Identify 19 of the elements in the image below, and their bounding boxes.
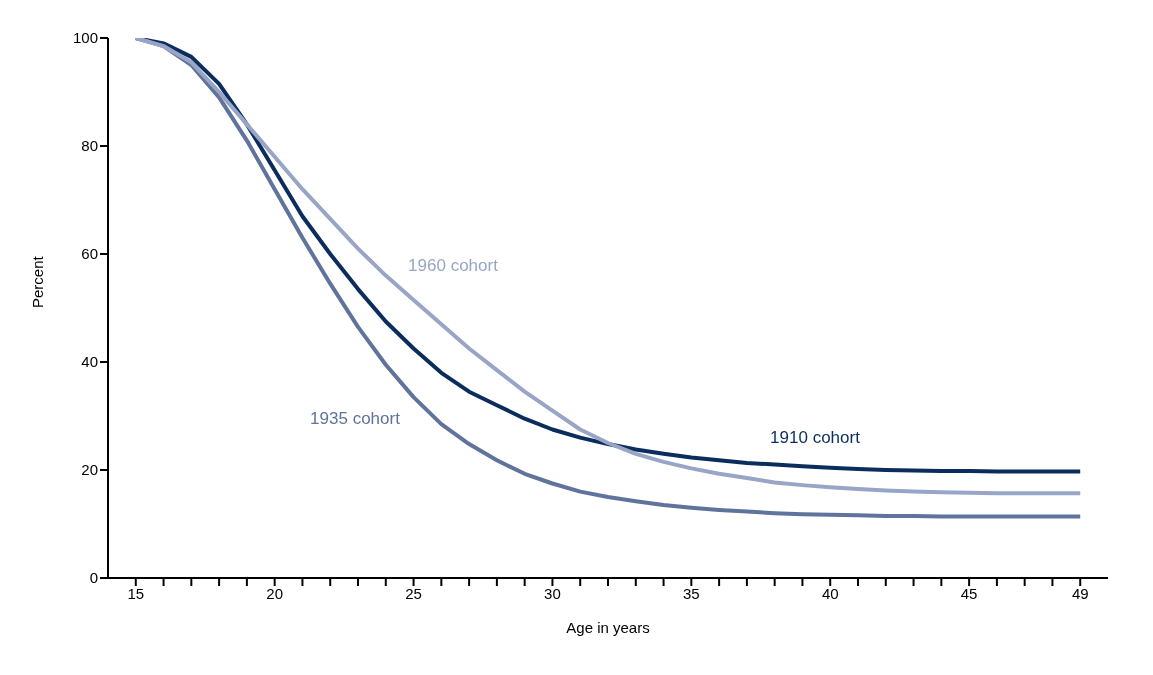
- y-tick-label: 80: [81, 137, 98, 155]
- x-tick-label: 35: [682, 584, 700, 602]
- y-axis-title: Percent: [29, 255, 47, 308]
- x-tick-label: 30: [544, 584, 561, 602]
- y-tick-label: 0: [89, 569, 98, 587]
- y-tick-label: 20: [81, 461, 98, 479]
- x-axis-title: Age in years: [566, 619, 650, 636]
- x-tick-label: 49: [1071, 584, 1089, 602]
- x-tick-label: 45: [960, 584, 978, 602]
- y-tick-label: 60: [81, 245, 98, 263]
- x-tick-label: 15: [127, 584, 145, 602]
- y-tick-label: 100: [72, 29, 98, 47]
- y-tick-label: 40: [81, 353, 98, 371]
- series-label: 1935 cohort: [310, 409, 400, 430]
- x-tick-label: 20: [266, 584, 284, 602]
- series-label: 1960 cohort: [408, 255, 498, 276]
- x-tick-label: 25: [405, 584, 422, 602]
- x-tick-label: 40: [821, 584, 839, 602]
- series-label: 1910 cohort: [770, 427, 860, 448]
